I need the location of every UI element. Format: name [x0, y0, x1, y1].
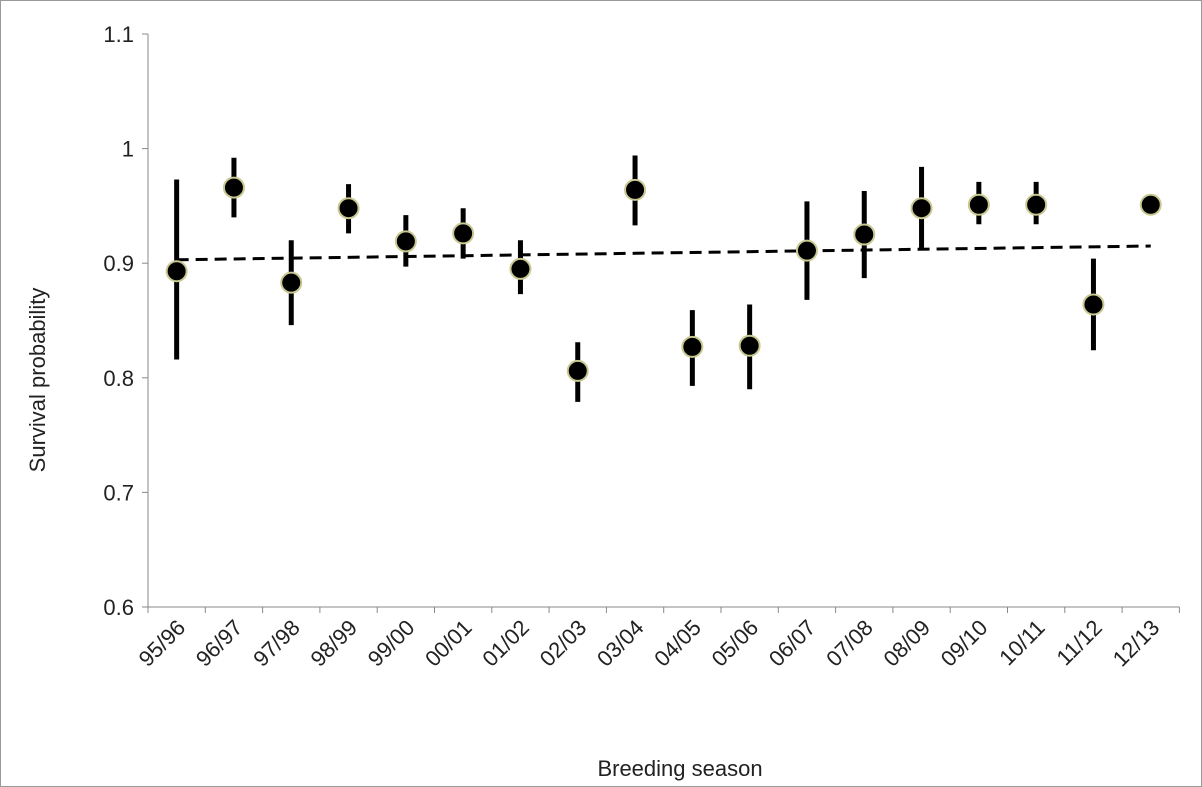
data-point [853, 223, 876, 246]
y-tick-label: 0.6 [103, 595, 134, 620]
data-point [394, 230, 417, 253]
y-tick-label: 0.9 [103, 251, 134, 276]
data-point [452, 222, 475, 245]
trend-line [176, 244, 1151, 262]
y-tick-label: 0.8 [103, 366, 134, 391]
y-tick-label: 0.7 [103, 480, 134, 505]
data-point [1139, 193, 1162, 216]
data-point [566, 359, 589, 382]
data-point [165, 260, 188, 283]
data-point [222, 176, 245, 199]
data-point [624, 178, 647, 201]
data-point [681, 335, 704, 358]
data-point [1025, 193, 1048, 216]
data-point [795, 239, 818, 262]
y-axis-title: Survival probability [25, 288, 50, 473]
y-tick-label: 1.1 [103, 22, 134, 47]
data-point [280, 271, 303, 294]
data-point [967, 193, 990, 216]
data-point [738, 334, 761, 357]
data-point [337, 197, 360, 220]
data-point [910, 197, 933, 220]
y-tick-label: 1 [122, 137, 134, 162]
x-axis-title: Breeding season [597, 756, 762, 781]
data-point [509, 257, 532, 280]
data-point [1082, 293, 1105, 316]
